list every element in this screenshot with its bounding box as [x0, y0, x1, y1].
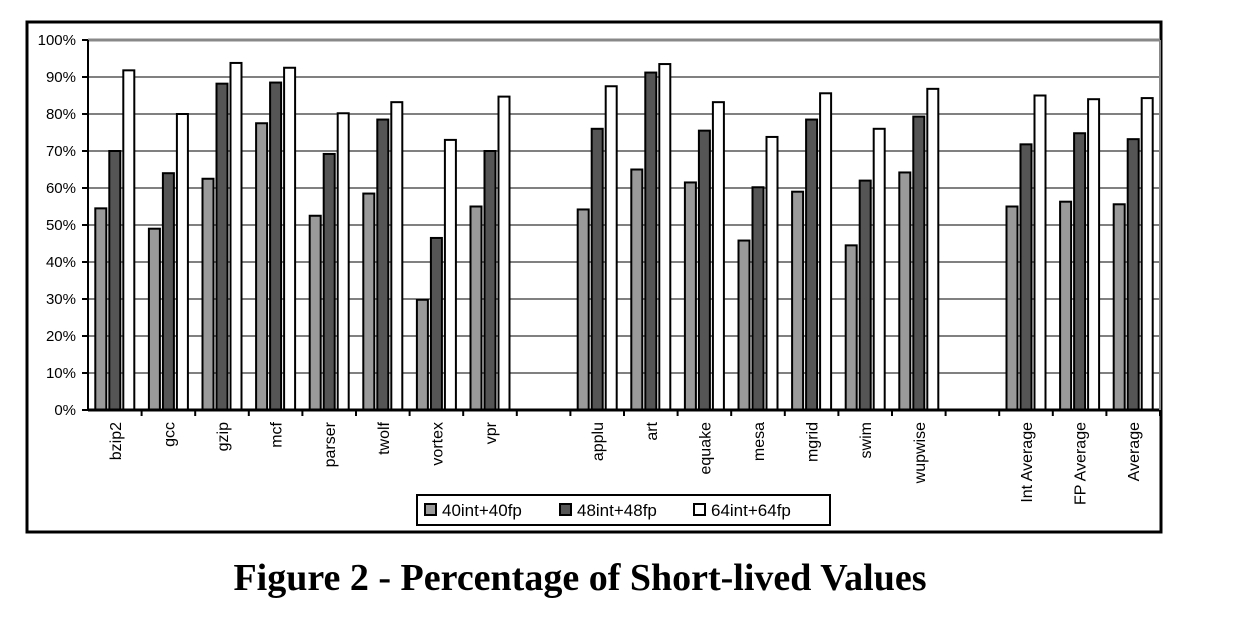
bar: [175, 113, 189, 411]
bar: [711, 101, 725, 411]
bar: [1087, 98, 1101, 411]
x-tick-label: twolf: [376, 421, 393, 454]
bar: [376, 118, 390, 412]
bar: [1059, 200, 1073, 411]
bar: [336, 112, 350, 411]
x-tick-label: Average: [1126, 422, 1143, 481]
bar: [576, 208, 590, 411]
bar: [1019, 143, 1033, 411]
x-tick-label: FP Average: [1073, 422, 1090, 505]
bar: [590, 127, 604, 412]
bar: [229, 61, 243, 411]
y-tick-label: 70%: [46, 143, 76, 160]
x-tick-label: Int Average: [1019, 422, 1036, 503]
y-tick-label: 100%: [38, 32, 76, 49]
legend-label: 64int+64fp: [711, 501, 791, 520]
bar: [269, 81, 283, 412]
x-tick-label: wupwise: [912, 422, 929, 484]
x-tick-label: equake: [697, 422, 714, 475]
bar: [122, 69, 136, 411]
bar: [658, 63, 672, 412]
bar: [483, 150, 497, 411]
x-tick-label: swim: [858, 422, 875, 458]
bar: [429, 236, 443, 411]
bar: [1140, 97, 1154, 411]
legend-swatch: [693, 503, 706, 516]
bar: [94, 207, 108, 411]
bar: [497, 95, 511, 412]
bar: [644, 71, 658, 411]
bar: [215, 82, 229, 411]
y-tick-label: 10%: [46, 365, 76, 382]
x-tick-label: mesa: [751, 422, 768, 461]
bar: [805, 118, 819, 412]
x-tick-label: gzip: [215, 422, 232, 451]
bar: [255, 122, 269, 411]
bar: [630, 168, 644, 411]
bar: [751, 186, 765, 411]
y-tick-label: 90%: [46, 69, 76, 86]
bar: [819, 92, 833, 411]
y-tick-label: 60%: [46, 180, 76, 197]
bar: [322, 152, 336, 412]
bar: [683, 181, 697, 411]
bar: [1005, 205, 1019, 411]
x-tick-label: applu: [590, 422, 607, 461]
y-tick-label: 30%: [46, 291, 76, 308]
bar: [161, 172, 175, 411]
x-tick-label: vpr: [483, 421, 500, 444]
legend-label: 48int+48fp: [577, 501, 657, 520]
x-tick-label: art: [644, 421, 661, 440]
y-tick-label: 50%: [46, 217, 76, 234]
bar: [697, 129, 711, 411]
y-tick-label: 80%: [46, 106, 76, 123]
bar: [308, 214, 322, 411]
bar: [443, 138, 457, 411]
bar: [415, 298, 429, 411]
y-tick-label: 40%: [46, 254, 76, 271]
x-tick-label: vortex: [429, 422, 446, 466]
bar: [912, 115, 926, 411]
bar: [1112, 203, 1126, 411]
bar: [604, 85, 618, 411]
bar: [469, 205, 483, 411]
bar: [872, 127, 886, 412]
bar: [898, 171, 912, 411]
x-tick-label: mgrid: [805, 422, 822, 462]
legend-box: [416, 494, 831, 526]
plot-area: [82, 38, 1161, 416]
y-axis-tick-labels: 0% 10% 20% 30% 40% 50% 60% 70% 80% 90% 100%: [38, 32, 76, 419]
x-axis-tick-labels: bzip2 gcc gzip mcf parser twolf vortex vpr applu…: [108, 421, 1143, 505]
bar: [844, 244, 858, 411]
bar: [926, 87, 940, 411]
bar: [1126, 138, 1140, 411]
legend: 40int+40fp 48int+48fp 64int+64fp: [416, 494, 831, 526]
bar: [791, 190, 805, 411]
y-tick-label: 20%: [46, 328, 76, 345]
legend-swatch: [559, 503, 572, 516]
bar: [1033, 94, 1047, 411]
bar: [362, 192, 376, 411]
bar: [147, 227, 161, 411]
bar: [283, 66, 297, 411]
x-tick-label: bzip2: [108, 422, 125, 460]
bar: [737, 239, 751, 411]
bar: [765, 135, 779, 411]
legend-swatch: [424, 503, 437, 516]
figure-caption: Figure 2 - Percentage of Short-lived Val…: [233, 557, 927, 599]
x-tick-label: gcc: [161, 422, 178, 447]
bar: [1073, 132, 1087, 412]
bar: [201, 177, 215, 411]
bar: [390, 101, 404, 411]
x-tick-label: mcf: [269, 421, 286, 447]
x-tick-label: parser: [322, 421, 339, 467]
bar: [858, 179, 872, 411]
legend-label: 40int+40fp: [442, 501, 522, 520]
y-tick-label: 0%: [54, 402, 76, 419]
bar: [108, 150, 122, 411]
